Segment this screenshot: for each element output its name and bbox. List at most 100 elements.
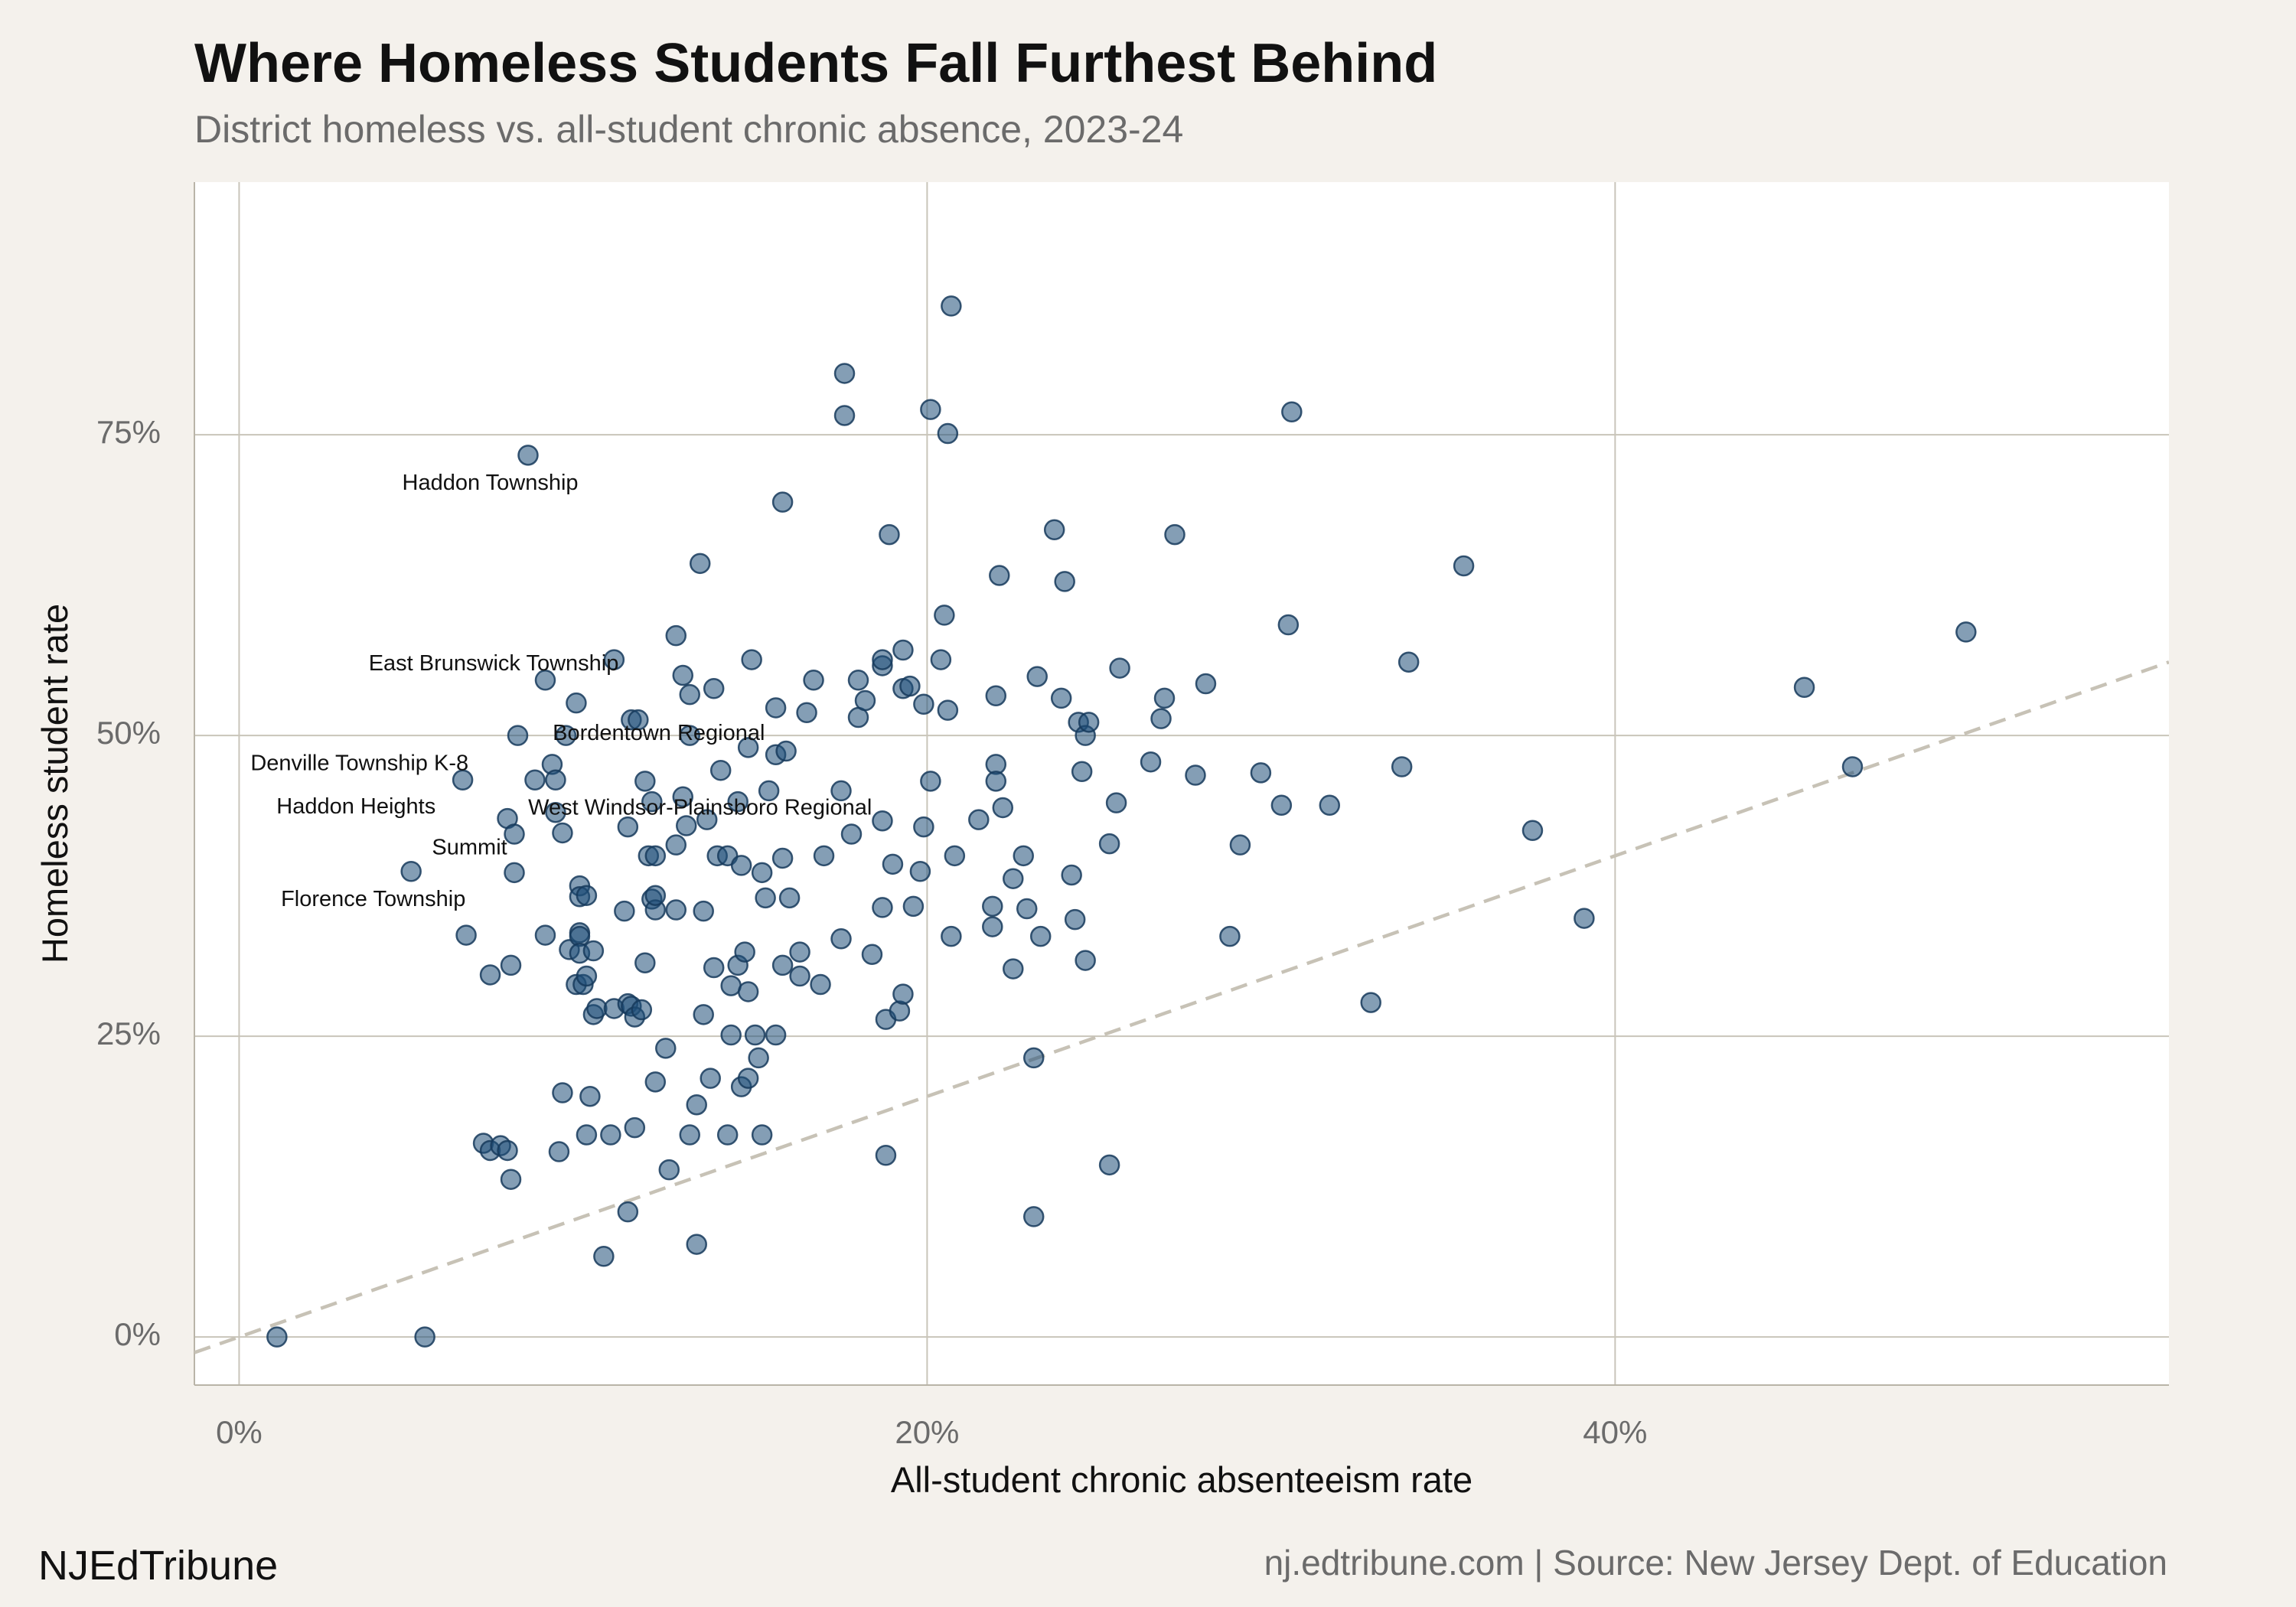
data-point bbox=[771, 954, 794, 976]
data-point bbox=[534, 670, 556, 691]
reference-line bbox=[194, 660, 2169, 1354]
data-point bbox=[679, 683, 700, 706]
data-point bbox=[552, 822, 573, 844]
data-point bbox=[658, 1159, 680, 1181]
x-axis-title: All-student chronic absenteeism rate bbox=[891, 1459, 1473, 1500]
data-point bbox=[593, 1246, 615, 1267]
data-point bbox=[789, 965, 810, 987]
data-point bbox=[1185, 764, 1206, 786]
data-point bbox=[1064, 908, 1086, 931]
y-tick-label: 50% bbox=[96, 715, 161, 751]
data-point bbox=[617, 816, 639, 838]
data-point bbox=[576, 1124, 598, 1146]
data-point bbox=[566, 692, 587, 714]
data-point bbox=[579, 1085, 601, 1107]
data-point bbox=[778, 887, 801, 909]
annotation-label: Denville Township K-8 bbox=[250, 751, 468, 776]
data-point bbox=[1050, 687, 1072, 709]
data-point bbox=[875, 1144, 897, 1166]
data-point bbox=[833, 363, 856, 384]
data-point bbox=[634, 952, 656, 973]
brand-logo-text: NJEdTribune bbox=[38, 1543, 279, 1589]
data-point bbox=[737, 981, 759, 1002]
data-point bbox=[892, 639, 914, 661]
data-point bbox=[861, 944, 883, 965]
data-point bbox=[789, 941, 810, 963]
data-point bbox=[1793, 676, 1815, 698]
data-point bbox=[1013, 845, 1034, 867]
source-credit: nj.edtribune.com | Source: New Jersey De… bbox=[1264, 1543, 2167, 1583]
data-point bbox=[1281, 401, 1303, 423]
data-point bbox=[603, 649, 625, 670]
data-point bbox=[414, 1326, 435, 1348]
data-point bbox=[1098, 833, 1120, 855]
data-point bbox=[748, 1047, 769, 1069]
data-point bbox=[892, 983, 914, 1005]
data-point bbox=[1955, 621, 1977, 643]
data-point bbox=[686, 1234, 707, 1255]
y-axis-title: Homeless student rate bbox=[34, 604, 75, 963]
data-point bbox=[737, 1068, 759, 1089]
data-point bbox=[1022, 1206, 1045, 1227]
data-point bbox=[1270, 794, 1293, 817]
data-point bbox=[679, 725, 700, 746]
data-point bbox=[1003, 958, 1024, 980]
data-point bbox=[830, 780, 852, 802]
data-point bbox=[902, 895, 925, 918]
data-point bbox=[1219, 925, 1241, 947]
data-point bbox=[1061, 864, 1082, 886]
data-point bbox=[1153, 687, 1176, 709]
data-point bbox=[755, 887, 776, 909]
data-point bbox=[765, 697, 787, 719]
data-point bbox=[751, 1124, 773, 1146]
data-point bbox=[631, 999, 653, 1021]
data-point bbox=[934, 605, 955, 626]
data-point bbox=[576, 965, 598, 987]
y-tick-label: 75% bbox=[96, 414, 161, 450]
x-tick-label: 0% bbox=[216, 1414, 263, 1450]
data-points bbox=[266, 295, 1977, 1348]
data-point bbox=[1229, 834, 1251, 856]
data-point bbox=[1054, 571, 1075, 592]
data-point bbox=[676, 815, 697, 836]
data-point bbox=[600, 1124, 621, 1146]
data-point bbox=[552, 1082, 573, 1103]
data-point bbox=[455, 924, 477, 946]
data-point bbox=[1521, 820, 1544, 842]
data-point bbox=[985, 685, 1007, 706]
data-point bbox=[775, 740, 797, 762]
data-point bbox=[982, 895, 1003, 918]
data-point bbox=[982, 916, 1003, 937]
data-point bbox=[882, 853, 904, 875]
data-point bbox=[727, 790, 748, 813]
data-point bbox=[517, 445, 539, 466]
data-point bbox=[1022, 1047, 1045, 1069]
data-point bbox=[624, 1116, 646, 1139]
data-point bbox=[703, 678, 725, 699]
data-point bbox=[693, 1004, 714, 1025]
data-point bbox=[765, 1024, 787, 1046]
data-point bbox=[693, 900, 714, 922]
data-point bbox=[909, 861, 931, 882]
data-point bbox=[1453, 555, 1475, 577]
data-point bbox=[644, 1071, 667, 1093]
data-point bbox=[758, 780, 780, 802]
annotation-label: Summit bbox=[432, 836, 507, 860]
data-point bbox=[534, 924, 556, 946]
annotation-label: Bordentown Regional bbox=[553, 721, 765, 745]
x-tick-label: 20% bbox=[895, 1414, 959, 1450]
data-point bbox=[479, 964, 501, 986]
data-point bbox=[1105, 792, 1127, 813]
data-point bbox=[400, 861, 422, 882]
data-point bbox=[771, 847, 794, 869]
data-point bbox=[582, 940, 605, 962]
data-point bbox=[741, 649, 762, 670]
data-point bbox=[810, 973, 831, 996]
data-point bbox=[709, 759, 732, 781]
data-point bbox=[944, 845, 966, 867]
data-point bbox=[1319, 794, 1341, 817]
data-point bbox=[679, 1124, 700, 1146]
data-point bbox=[899, 675, 921, 697]
chart-title: Where Homeless Students Fall Furthest Be… bbox=[194, 33, 1438, 94]
